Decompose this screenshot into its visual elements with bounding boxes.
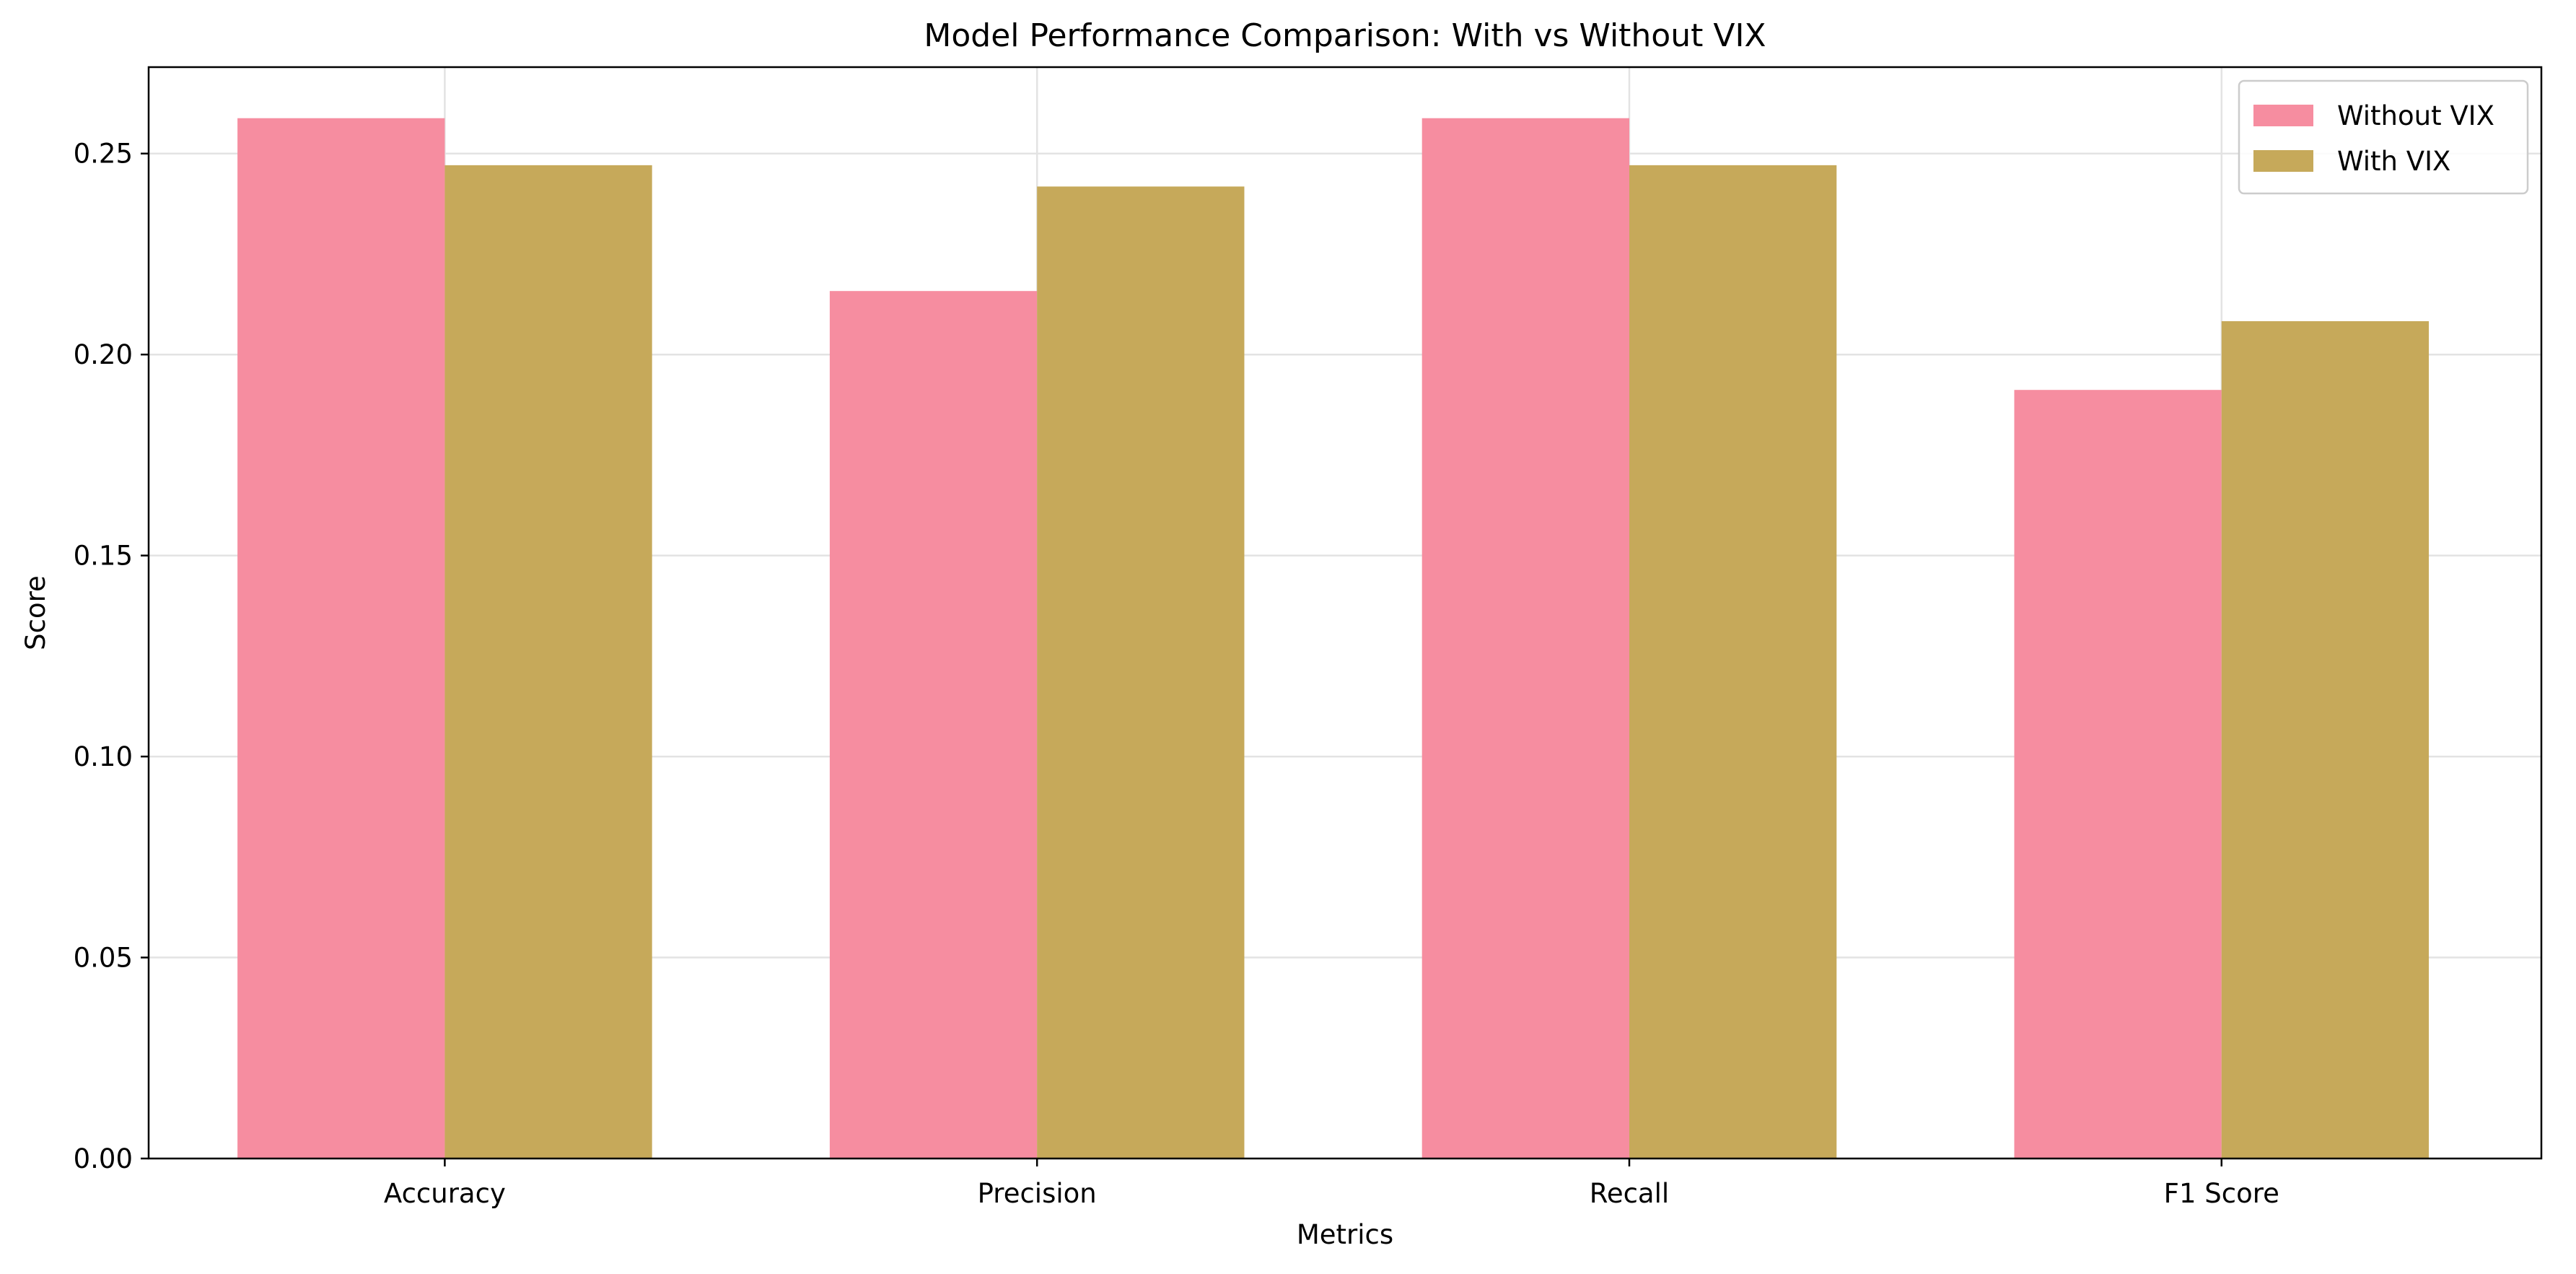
bar-without-vix-f1-score [2014, 390, 2222, 1159]
legend-swatch [2253, 150, 2313, 172]
bar-without-vix-accuracy [237, 118, 445, 1159]
x-tick-label: Accuracy [384, 1178, 506, 1209]
legend: Without VIX With VIX [2238, 79, 2529, 195]
axes [147, 66, 2543, 1160]
bar-with-vix-f1-score [2221, 320, 2430, 1159]
bar-with-vix-accuracy [444, 165, 652, 1159]
chart-title: Model Performance Comparison: With vs Wi… [924, 17, 1766, 54]
bars [237, 118, 2430, 1159]
bar-without-vix-recall [1421, 118, 1629, 1159]
y-tick-label: 0.05 [74, 943, 133, 974]
plot-frame [147, 66, 2543, 1160]
y-tick-label: 0.10 [74, 741, 133, 772]
bar-with-vix-precision [1037, 186, 1245, 1159]
y-tick-label: 0.15 [74, 541, 133, 572]
y-tick-label: 0.20 [74, 339, 133, 370]
legend-swatch [2253, 105, 2313, 126]
x-tick-label: F1 Score [2164, 1178, 2279, 1209]
ticks: 0.00 0.05 0.10 0.15 0.20 0.25 Accuracy Precisio… [74, 139, 2279, 1209]
x-tick-label: Precision [978, 1178, 1097, 1209]
legend-label: With VIX [2337, 146, 2450, 177]
y-tick-label: 0.25 [74, 139, 133, 170]
x-axis-title: Metrics [1297, 1219, 1393, 1250]
y-axis-title: Score [20, 575, 51, 650]
bar-with-vix-recall [1629, 165, 1837, 1159]
y-tick-label: 0.00 [74, 1143, 133, 1174]
x-tick-label: Recall [1590, 1178, 1669, 1209]
legend-label: Without VIX [2337, 100, 2494, 131]
bar-without-vix-precision [829, 291, 1038, 1159]
